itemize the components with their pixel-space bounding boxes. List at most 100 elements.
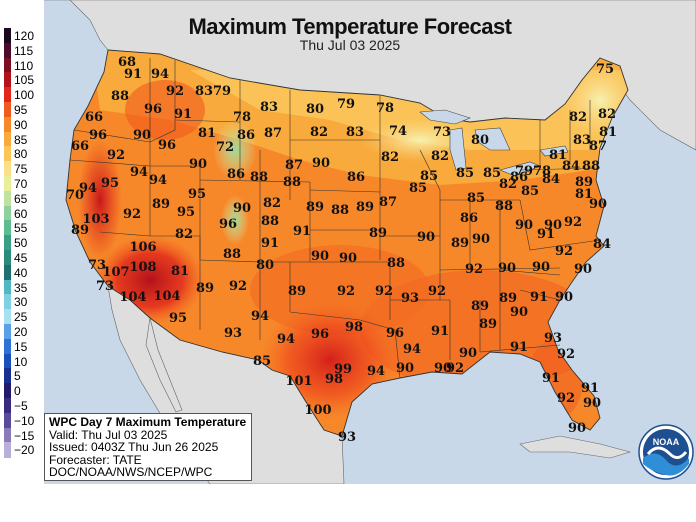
color-scale-swatch xyxy=(4,250,11,266)
temperature-value: 90 xyxy=(189,157,207,172)
color-scale-swatch xyxy=(4,131,11,147)
temperature-value: 88 xyxy=(331,203,349,218)
page-subtitle: Thu Jul 03 2025 xyxy=(299,37,401,53)
temperature-value: 82 xyxy=(310,125,328,140)
info-issued: Issued: 0403Z Thu Jun 26 2025 xyxy=(49,440,219,454)
temperature-value: 79 xyxy=(213,84,231,99)
info-heading: WPC Day 7 Maximum Temperature xyxy=(49,415,247,429)
color-scale-label: 25 xyxy=(14,310,28,325)
color-scale-label: 85 xyxy=(14,132,28,147)
temperature-value: 85 xyxy=(521,184,539,199)
color-scale-label: 5 xyxy=(14,369,21,384)
color-scale-swatch xyxy=(4,161,11,177)
temperature-value: 81 xyxy=(171,264,189,279)
temperature-value: 83 xyxy=(260,100,278,115)
temperature-value: 93 xyxy=(401,291,419,306)
temperature-value: 95 xyxy=(101,176,119,191)
temperature-value: 91 xyxy=(431,324,449,339)
temperature-value: 103 xyxy=(82,212,109,227)
color-scale-swatch xyxy=(4,368,11,384)
color-scale-label: 60 xyxy=(14,206,28,221)
temperature-value: 78 xyxy=(376,101,394,116)
color-scale-swatch xyxy=(4,442,11,458)
temperature-value: 85 xyxy=(409,181,427,196)
color-scale-swatch xyxy=(4,190,11,207)
color-scale-swatch xyxy=(4,116,11,133)
temperature-value: 89 xyxy=(288,284,306,299)
color-scale-swatch xyxy=(4,235,11,251)
color-scale-swatch xyxy=(4,324,11,340)
temperature-value: 90 xyxy=(472,232,490,247)
temperature-value: 81 xyxy=(198,126,216,141)
temperature-value: 91 xyxy=(542,371,560,386)
temperature-value: 82 xyxy=(569,110,587,125)
temperature-value: 90 xyxy=(459,346,477,361)
color-scale-swatch xyxy=(4,176,11,192)
temperature-value: 72 xyxy=(216,140,234,155)
temperature-value: 81 xyxy=(599,125,617,140)
temperature-value: 93 xyxy=(544,331,562,346)
color-scale-label: 30 xyxy=(14,295,28,310)
temperature-value: 89 xyxy=(306,200,324,215)
temperature-value: 87 xyxy=(285,158,303,173)
temperature-value: 91 xyxy=(293,224,311,239)
temperature-value: 92 xyxy=(337,284,355,299)
temperature-value: 89 xyxy=(499,291,517,306)
temperature-value: 96 xyxy=(386,326,404,341)
color-scale-label: 70 xyxy=(14,177,28,191)
color-scale-label: 20 xyxy=(14,325,28,339)
color-scale-label: 65 xyxy=(14,191,28,206)
temperature-value: 96 xyxy=(144,102,162,117)
color-scale-label: −20 xyxy=(14,443,35,458)
temperature-value: 90 xyxy=(510,305,528,320)
temperature-value: 88 xyxy=(111,89,129,104)
temperature-value: 92 xyxy=(564,215,582,230)
temperature-value: 95 xyxy=(188,187,206,202)
temperature-value: 87 xyxy=(589,139,607,154)
temperature-value: 89 xyxy=(356,200,374,215)
temperature-value: 80 xyxy=(256,258,274,273)
temperature-value: 94 xyxy=(130,165,148,180)
temperature-value: 90 xyxy=(568,421,586,436)
temperature-value: 95 xyxy=(169,311,187,326)
temperature-value: 82 xyxy=(175,227,193,242)
temperature-value: 85 xyxy=(420,169,438,184)
color-scale-label: 100 xyxy=(14,88,35,103)
temperature-value: 92 xyxy=(555,244,573,259)
color-scale-swatch xyxy=(4,398,11,414)
temperature-value: 92 xyxy=(229,279,247,294)
temperature-value: 82 xyxy=(263,196,281,211)
temperature-value: 85 xyxy=(456,166,474,181)
color-scale-swatch xyxy=(4,427,11,443)
temperature-value: 81 xyxy=(575,187,593,202)
noaa-logo-text: NOAA xyxy=(653,437,680,447)
temperature-value: 90 xyxy=(583,396,601,411)
temperature-value: 92 xyxy=(107,148,125,163)
noaa-logo: NOAA xyxy=(638,424,694,480)
temperature-value: 94 xyxy=(79,181,97,196)
temperature-value: 93 xyxy=(224,326,242,341)
temperature-value: 93 xyxy=(338,430,356,445)
temperature-value: 92 xyxy=(123,207,141,222)
temperature-value: 104 xyxy=(153,289,180,304)
temperature-value: 80 xyxy=(306,102,324,117)
info-forecaster: Forecaster: TATE xyxy=(49,452,142,467)
temperature-value: 94 xyxy=(251,309,269,324)
temperature-value: 90 xyxy=(417,230,435,245)
temperature-value: 108 xyxy=(129,260,156,275)
temperature-value: 84 xyxy=(562,159,580,174)
temperature-value: 75 xyxy=(596,62,614,77)
color-scale-swatch xyxy=(4,146,11,162)
temperature-value: 90 xyxy=(233,201,251,216)
temperature-value: 89 xyxy=(479,317,497,332)
temperature-value: 90 xyxy=(434,361,452,376)
temperature-value: 86 xyxy=(227,167,245,182)
temperature-value: 91 xyxy=(537,227,555,242)
color-scale-swatch xyxy=(4,412,11,429)
temperature-value: 94 xyxy=(151,67,169,82)
temperature-value: 92 xyxy=(166,84,184,99)
temperature-value: 88 xyxy=(582,159,600,174)
color-scale-label: −10 xyxy=(14,413,35,428)
temperature-value: 74 xyxy=(389,124,407,139)
